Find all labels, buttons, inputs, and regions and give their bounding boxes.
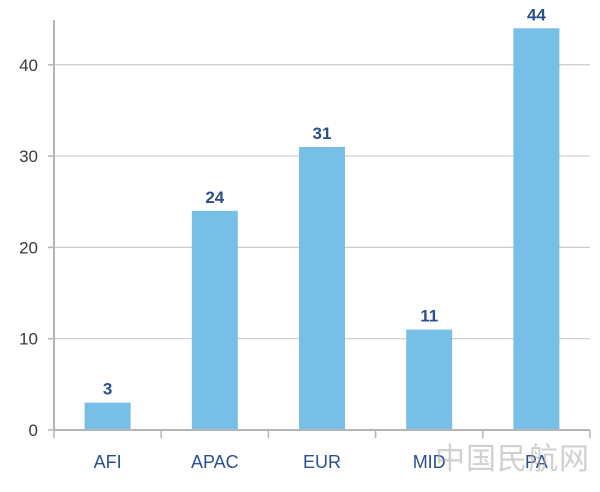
- labels: 0 10 20 30 40 3 AFI 24 APAC 31 EUR 11 MID 44 PA: [19, 5, 548, 472]
- bar-apac: [191, 210, 238, 430]
- x-tick-label-apac: APAC: [191, 452, 239, 472]
- x-tick-label-mid: MID: [413, 452, 446, 472]
- data-label-afi: 3: [103, 380, 112, 399]
- x-tick-label-eur: EUR: [303, 452, 341, 472]
- x-tick-label-afi: AFI: [94, 452, 122, 472]
- y-tick-label-20: 20: [19, 238, 38, 257]
- axes: [48, 20, 591, 438]
- bar-mid: [406, 329, 453, 430]
- y-tick-label-40: 40: [19, 56, 38, 75]
- bars: [84, 28, 560, 431]
- x-tick-label-pa: PA: [525, 452, 548, 472]
- bar-pa: [513, 28, 560, 431]
- y-tick-label-10: 10: [19, 330, 38, 349]
- bar-eur: [299, 146, 345, 430]
- bar-afi: [84, 402, 131, 430]
- watermark-logo: 中国民航网: [435, 442, 590, 477]
- data-label-eur: 31: [313, 124, 332, 143]
- y-tick-label-0: 0: [29, 421, 38, 440]
- y-tick-label-30: 30: [19, 147, 38, 166]
- data-label-apac: 24: [205, 188, 224, 207]
- data-label-mid: 11: [420, 307, 438, 326]
- data-label-pa: 44: [527, 5, 546, 24]
